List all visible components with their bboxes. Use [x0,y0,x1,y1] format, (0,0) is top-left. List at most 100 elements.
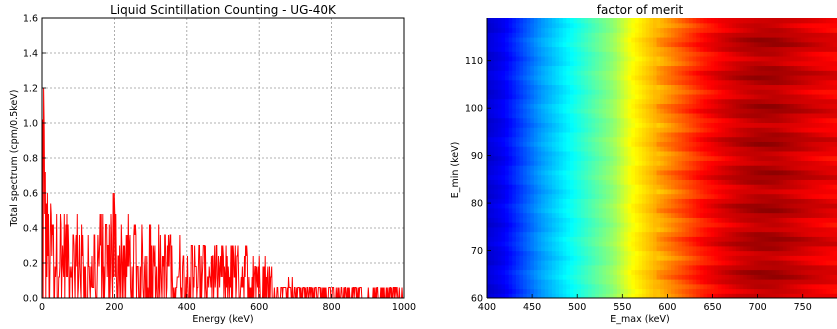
merit-heatmap-cell [533,74,539,81]
merit-heatmap-cell [523,236,528,242]
merit-heatmap-cell [663,89,669,95]
merit-heatmap-cell [743,288,748,294]
merit-heatmap-cell [609,127,614,133]
merit-heatmap-cell [580,207,586,214]
merit-heatmap-cell [678,127,683,133]
merit-heatmap-cell [537,184,542,190]
merit-heatmap-cell [580,198,586,204]
merit-heatmap-cell [631,65,636,71]
merit-heatmap-cell [692,122,697,128]
merit-heatmap-cell [772,98,777,105]
merit-heatmap-cell [573,193,578,199]
merit-heatmap-cell [707,32,712,38]
merit-heatmap-cell [692,293,697,298]
merit-heatmap-cell [782,188,788,195]
merit-heatmap-cell [544,122,549,128]
merit-heatmap-cell [732,269,737,275]
merit-heatmap-cell [624,198,629,204]
merit-heatmap-cell [768,184,773,190]
merit-heatmap-cell [515,18,521,24]
merit-heatmap-cell [530,198,535,204]
merit-heatmap-cell [609,36,614,43]
merit-heatmap-cell [652,184,658,190]
merit-heatmap-cell [569,207,575,214]
merit-heatmap-cell [779,84,784,90]
merit-heatmap-cell [595,283,600,290]
merit-heatmap-cell [775,250,780,256]
merit-heatmap-cell [656,193,661,199]
merit-heatmap-cell [577,74,582,81]
merit-heatmap-cell [551,245,557,252]
merit-heatmap-cell [548,174,553,180]
merit-heatmap-cell [562,155,567,161]
merit-heatmap-cell [544,84,549,90]
merit-heatmap-cell [663,260,669,266]
merit-heatmap-cell [526,46,531,52]
merit-heatmap-cell [707,217,712,223]
merit-heatmap-cell [591,70,596,76]
merit-heatmap-cell [541,241,546,247]
merit-heatmap-cell [609,226,614,233]
merit-heatmap-cell [717,269,723,275]
merit-heatmap-cell [555,217,560,223]
merit-heatmap-cell [678,245,683,252]
merit-heatmap-cell [620,160,625,166]
merit-heatmap-cell [667,89,672,95]
merit-heatmap-cell [588,169,593,176]
merit-heatmap-cell [782,131,788,138]
merit-heatmap-cell [523,155,528,161]
merit-heatmap-cell [667,169,672,176]
merit-heatmap-cell [764,98,770,105]
merit-heatmap-cell [703,112,708,119]
merit-heatmap-cell [750,198,755,204]
merit-heatmap-cell [569,222,575,228]
merit-heatmap-cell [645,160,650,166]
merit-heatmap-cell [508,131,513,138]
merit-heatmap-cell [732,184,737,190]
merit-heatmap-cell [638,60,643,67]
merit-heatmap-cell [764,226,770,233]
merit-heatmap-cell [602,241,607,247]
merit-heatmap-cell [624,203,629,209]
merit-heatmap-cell [761,279,766,285]
merit-heatmap-cell [620,260,625,266]
merit-heatmap-cell [750,51,755,57]
merit-heatmap-cell [660,260,665,266]
merit-heatmap-cell [515,222,521,228]
merit-heatmap-cell [530,169,535,176]
merit-heatmap-cell [721,74,726,81]
merit-heatmap-cell [710,46,715,52]
merit-heatmap-cell [649,89,654,95]
merit-heatmap-cell [667,60,672,67]
merit-heatmap-cell [699,198,705,204]
merit-heatmap-cell [674,212,679,218]
merit-heatmap-cell [779,260,784,266]
merit-heatmap-cell [548,122,553,128]
merit-heatmap-cell [764,51,770,57]
merit-heatmap-cell [634,84,640,90]
merit-heatmap-cell [573,198,578,204]
merit-heatmap-cell [735,146,741,152]
merit-heatmap-cell [530,89,535,95]
merit-heatmap-cell [652,226,658,233]
merit-heatmap-cell [548,36,553,43]
merit-heatmap-cell [717,112,723,119]
merit-heatmap-cell [598,127,604,133]
merit-heatmap-cell [602,65,607,71]
merit-heatmap-cell [696,165,701,171]
merit-heatmap-cell [678,155,683,161]
merit-heatmap-cell [782,255,788,261]
merit-heatmap-cell [508,27,513,33]
merit-heatmap-cell [750,46,755,52]
merit-heatmap-cell [584,269,589,275]
merit-heatmap-cell [656,260,661,266]
merit-heatmap-cell [685,65,690,71]
merit-heatmap-cell [678,288,683,294]
merit-heatmap-cell [779,32,784,38]
merit-heatmap-cell [616,288,622,294]
merit-heatmap-cell [703,169,708,176]
merit-heatmap-cell [750,41,755,48]
merit-heatmap-cell [660,65,665,71]
merit-heatmap-cell [645,279,650,285]
merit-heatmap-cell [732,250,737,256]
